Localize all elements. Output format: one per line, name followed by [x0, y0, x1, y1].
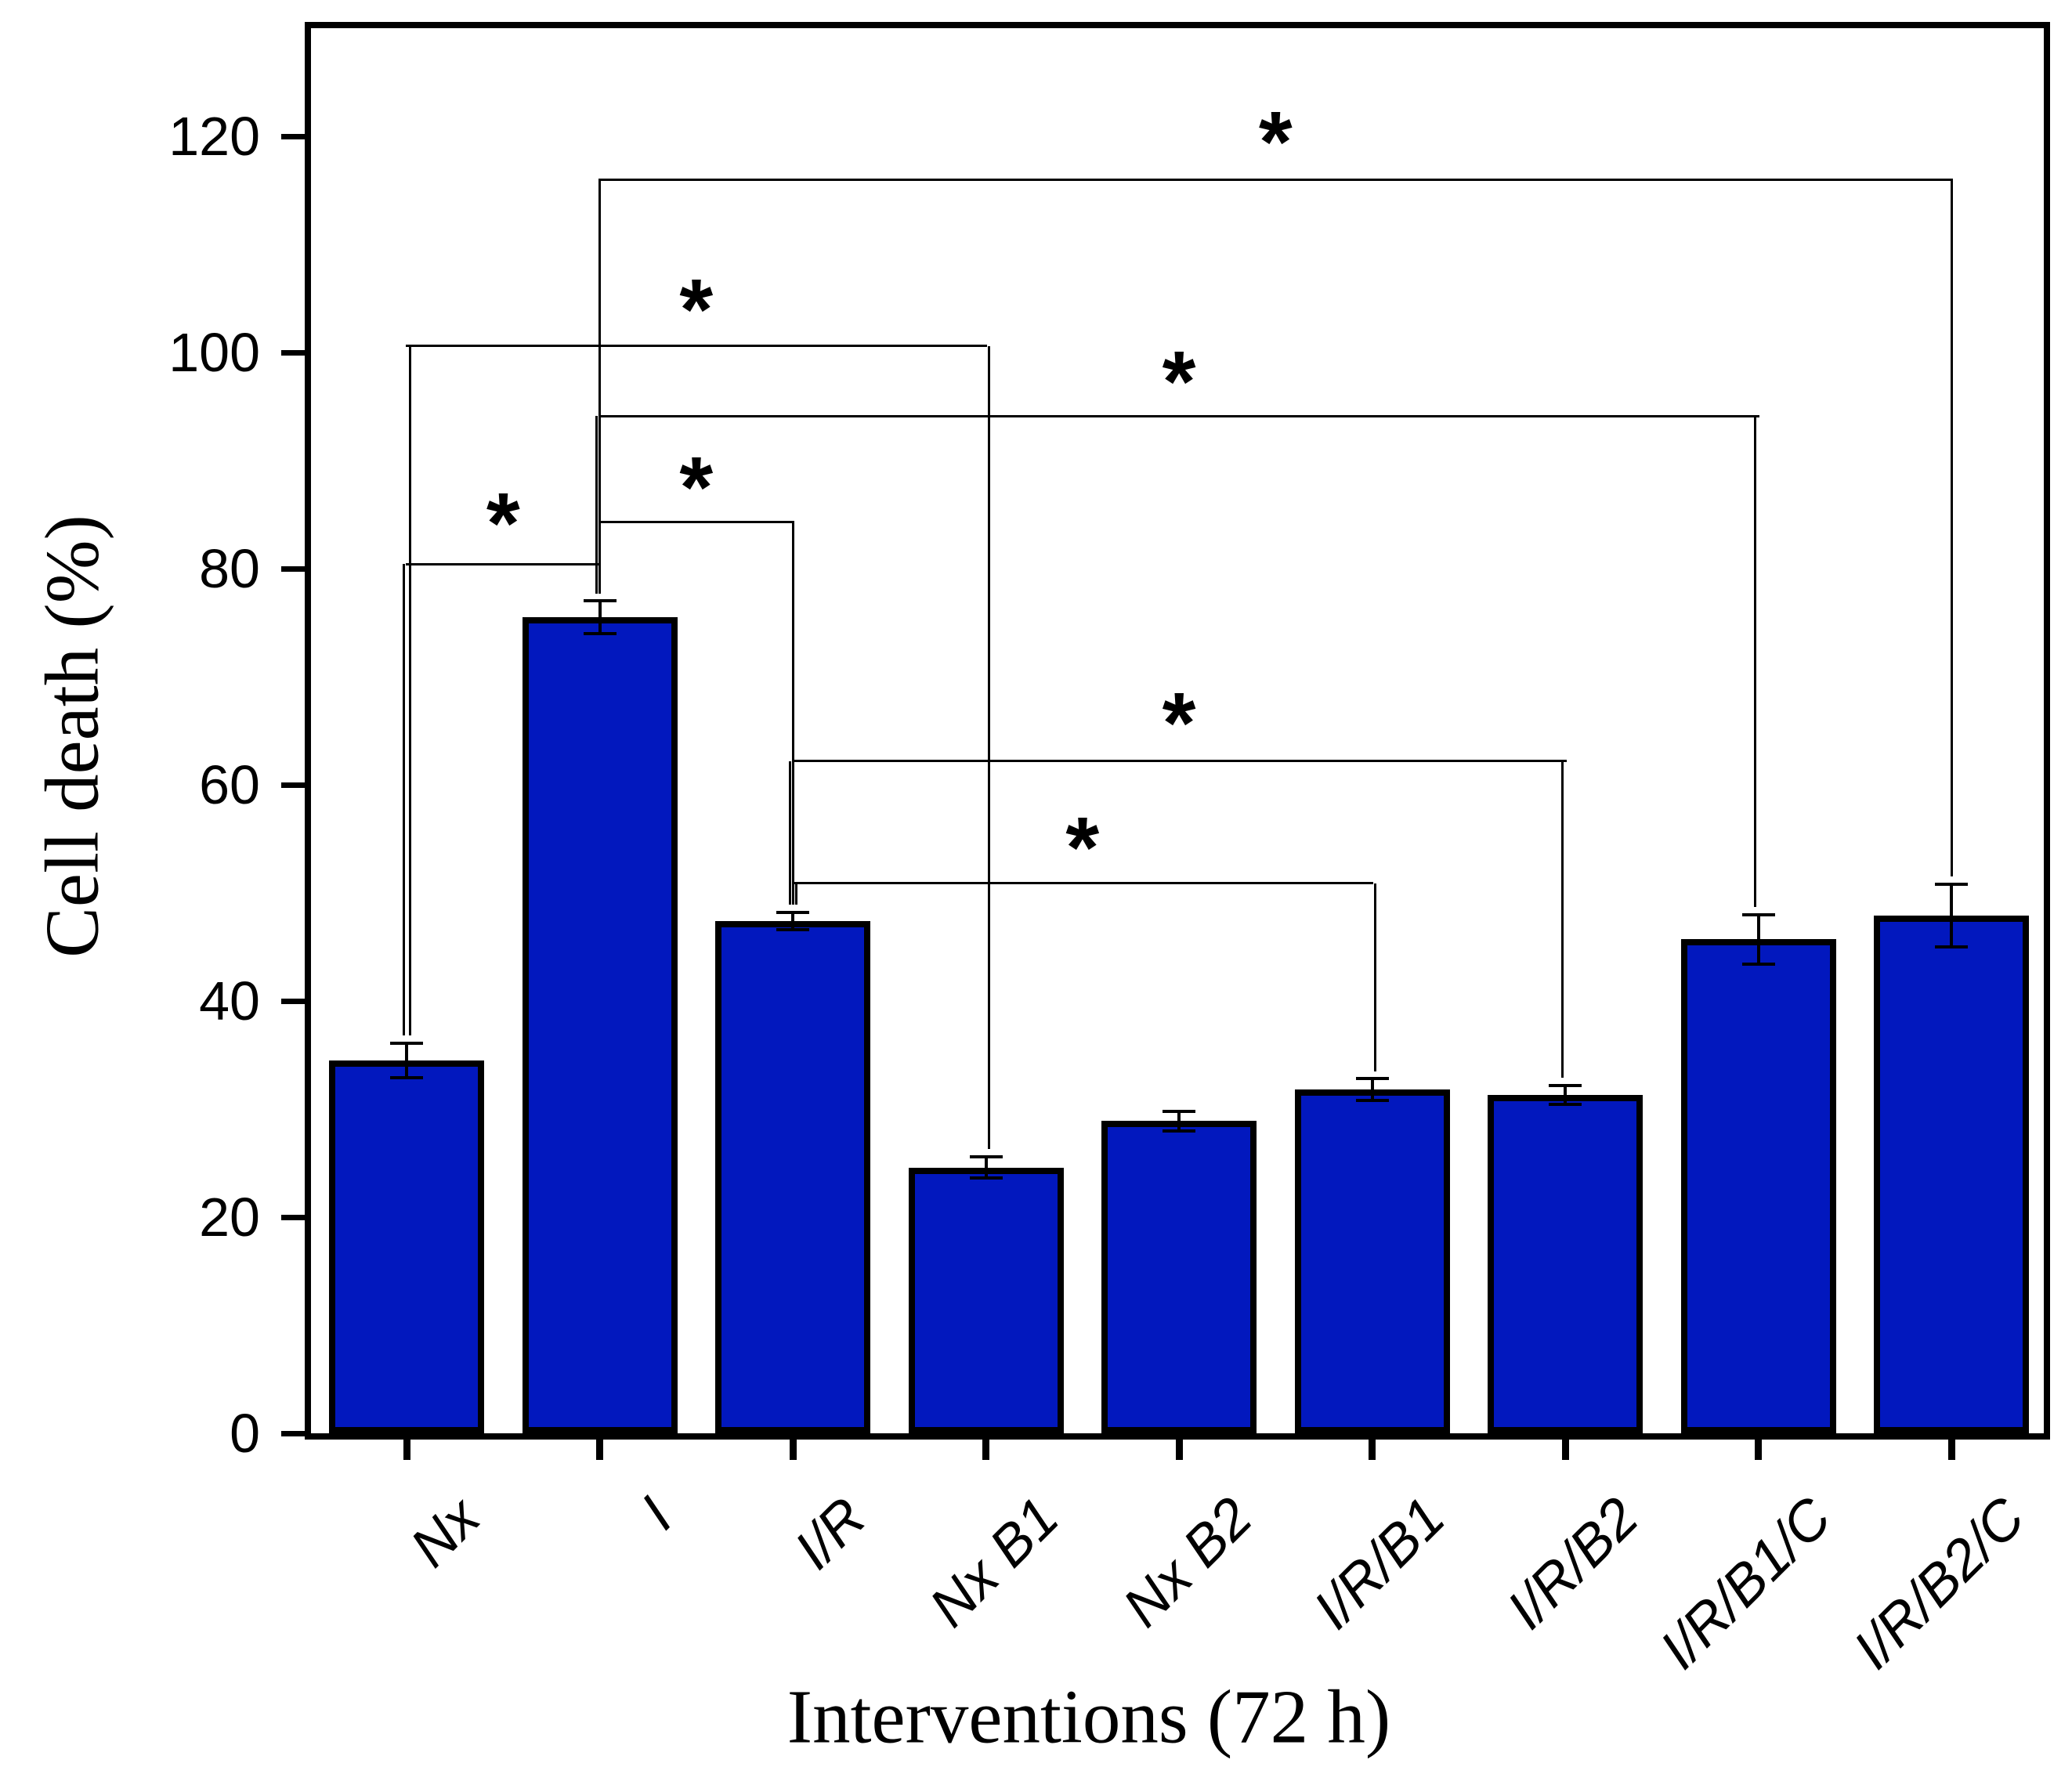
error-bar-cap-top	[1935, 882, 1968, 886]
x-axis-tick	[1175, 1440, 1183, 1460]
error-bar-cap-bottom	[969, 1176, 1003, 1180]
significance-bracket-line	[598, 521, 794, 524]
significance-asterisk: *	[679, 439, 714, 537]
y-axis-tick	[281, 1214, 305, 1220]
error-bar-whisker	[1950, 883, 1953, 947]
y-axis-tick	[281, 133, 305, 139]
significance-bracket-drop	[1374, 883, 1376, 1071]
significance-bracket-drop	[788, 761, 791, 905]
significance-bracket-drop	[988, 345, 990, 1150]
significance-bracket-drop	[1560, 761, 1564, 1078]
significance-asterisk: *	[486, 475, 520, 572]
x-axis-title: Interventions (72 h)	[786, 1675, 1391, 1759]
significance-bracket-line	[598, 414, 1759, 417]
y-tick-label: 120	[168, 106, 260, 167]
significance-bracket-line	[791, 760, 1567, 763]
significance-bracket-drop	[595, 416, 598, 594]
x-tick-label: I/R/B1	[1302, 1486, 1458, 1642]
significance-asterisk: *	[1065, 799, 1100, 896]
x-axis-tick	[982, 1440, 989, 1460]
error-bar-cap-bottom	[1741, 963, 1775, 966]
x-axis-tick	[1947, 1440, 1955, 1460]
error-bar-cap-bottom	[390, 1075, 423, 1079]
significance-bracket-drop	[1754, 416, 1756, 907]
y-tick-label: 60	[199, 754, 260, 815]
significance-bracket-drop	[1950, 179, 1953, 877]
significance-bracket-drop	[791, 522, 794, 905]
bar-Nx B1	[908, 1167, 1064, 1433]
error-bar-cap-top	[1163, 1109, 1195, 1113]
error-bar-cap-top	[776, 910, 809, 914]
error-bar-cap-bottom	[776, 927, 809, 931]
significance-asterisk: *	[1162, 675, 1196, 772]
error-bar-cap-top	[969, 1154, 1003, 1158]
y-tick-label: 100	[168, 322, 260, 383]
bar-I	[522, 617, 678, 1433]
y-axis-tick	[281, 349, 305, 356]
error-bar-cap-bottom	[1935, 945, 1968, 948]
y-tick-label: 40	[199, 970, 260, 1032]
error-bar-whisker	[984, 1156, 988, 1179]
error-bar-cap-bottom	[583, 631, 617, 635]
error-bar-cap-bottom	[1355, 1098, 1389, 1102]
significance-asterisk: *	[679, 261, 714, 358]
x-axis-tick	[403, 1440, 410, 1460]
significance-bracket-line	[791, 882, 1373, 885]
bar-Nx	[329, 1060, 484, 1433]
x-tick-label: I/R/B2/C	[1841, 1486, 2037, 1682]
bar-Nx B2	[1101, 1121, 1257, 1433]
bar-I/R/B2/C	[1874, 915, 2029, 1433]
error-bar-whisker	[405, 1042, 408, 1078]
error-bar-whisker	[1370, 1078, 1374, 1100]
error-bar-cap-bottom	[1163, 1129, 1195, 1133]
x-tick-label: I/R/B1/C	[1648, 1486, 1844, 1682]
x-tick-label: Nx B2	[1111, 1486, 1264, 1639]
error-bar-whisker	[1177, 1111, 1181, 1131]
x-tick-label: I/R/B2	[1495, 1486, 1651, 1642]
x-axis-tick	[1755, 1440, 1762, 1460]
y-axis-title: Cell death (%)	[30, 515, 114, 958]
significance-bracket-drop	[598, 179, 601, 594]
x-tick-label: Nx B1	[918, 1486, 1072, 1639]
bar-I/R/B1/C	[1680, 939, 1836, 1433]
y-axis-tick	[281, 1430, 305, 1436]
y-axis-tick	[281, 565, 305, 572]
significance-asterisk: *	[1162, 334, 1196, 431]
significance-bracket-drop	[408, 345, 411, 1036]
x-axis-tick	[789, 1440, 797, 1460]
significance-bracket-line	[598, 178, 1953, 181]
significance-asterisk: *	[1258, 93, 1293, 190]
significance-bracket-drop	[794, 883, 797, 905]
x-axis-tick	[596, 1440, 603, 1460]
error-bar-cap-top	[583, 599, 617, 603]
error-bar-cap-bottom	[1549, 1103, 1582, 1107]
bar-I/R/B1	[1294, 1089, 1450, 1433]
error-bar-cap-top	[1355, 1077, 1389, 1081]
error-bar-whisker	[1564, 1085, 1567, 1105]
y-axis-tick	[281, 998, 305, 1004]
error-bar-whisker	[1756, 914, 1760, 965]
significance-bracket-drop	[402, 564, 405, 1036]
y-axis-tick	[281, 782, 305, 788]
error-bar-whisker	[791, 912, 794, 930]
x-axis-tick	[1561, 1440, 1569, 1460]
error-bar-cap-top	[1741, 912, 1775, 916]
significance-bracket-line	[405, 562, 601, 565]
significance-bracket-line	[405, 345, 987, 348]
error-bar-whisker	[598, 601, 602, 634]
bar-I/R/B2	[1488, 1095, 1643, 1433]
y-tick-label: 0	[230, 1403, 260, 1464]
y-tick-label: 20	[199, 1187, 260, 1248]
error-bar-cap-top	[1549, 1083, 1582, 1087]
x-tick-label: Nx	[398, 1486, 492, 1579]
x-tick-label: I/R	[783, 1486, 878, 1581]
error-bar-cap-top	[390, 1041, 423, 1045]
x-tick-label: I	[629, 1486, 685, 1541]
x-axis-tick	[1369, 1440, 1376, 1460]
y-tick-label: 80	[199, 538, 260, 599]
bar-I/R	[715, 920, 870, 1433]
